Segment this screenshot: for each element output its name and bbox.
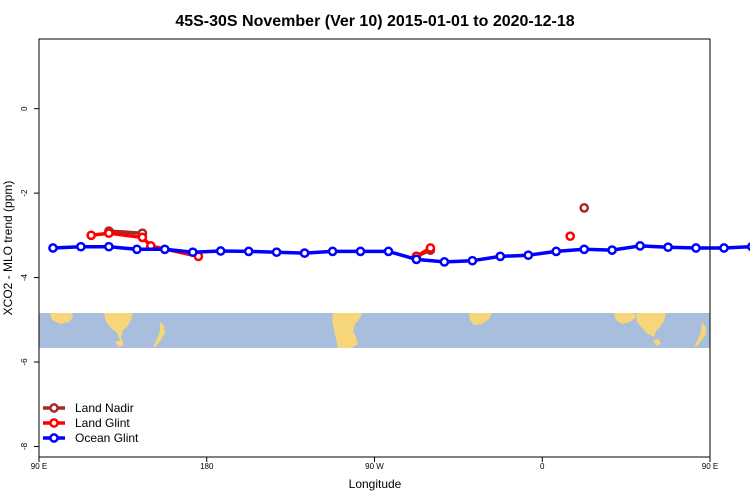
ocean-glint-point xyxy=(411,254,422,265)
ocean-glint-point xyxy=(635,241,645,251)
ocean-glint-point xyxy=(327,246,338,257)
legend-ocean-glint-marker xyxy=(49,433,59,443)
map-land-south-america xyxy=(332,313,362,348)
land-glint-point xyxy=(137,232,148,243)
series-layer xyxy=(48,203,750,267)
ocean-glint-point xyxy=(607,245,617,255)
ocean-glint-point xyxy=(355,246,366,257)
ocean-glint-point xyxy=(132,244,142,255)
map-land-south-africa xyxy=(469,313,492,325)
legend-ocean-glint-label: Ocean Glint xyxy=(75,431,139,445)
x-tick-label: 90 E xyxy=(702,462,718,471)
y-tick-label: 0 xyxy=(20,106,29,111)
y-tick-label: -2 xyxy=(20,189,29,197)
land-glint-point xyxy=(425,243,436,253)
ocean-glint-point xyxy=(719,243,729,253)
ocean-glint-point xyxy=(104,241,114,252)
ocean-glint-point xyxy=(299,248,310,258)
ocean-glint-point xyxy=(439,257,450,267)
legend-land-glint-marker xyxy=(49,418,59,428)
x-tick-label: 90 W xyxy=(365,462,384,471)
land-nadir-point xyxy=(579,203,590,213)
land-nadir-line xyxy=(107,229,145,235)
map-land-new-zealand-2 xyxy=(694,322,706,347)
ocean-glint-point xyxy=(523,250,534,261)
ocean-glint-point xyxy=(663,242,673,253)
chart-title: 45S-30S November (Ver 10) 2015-01-01 to … xyxy=(175,13,574,30)
map-band xyxy=(39,313,710,348)
map-land-australia-east xyxy=(104,313,133,345)
map-land-australia-west-2 xyxy=(614,313,636,324)
ocean-glint-point xyxy=(579,244,590,255)
ocean-glint-point xyxy=(495,251,506,262)
land-glint-point xyxy=(104,228,114,239)
map-land-australia-west xyxy=(50,313,73,324)
map-land-tasmania xyxy=(115,340,124,347)
legend-land-nadir-marker xyxy=(49,403,59,413)
ocean-glint-point xyxy=(467,255,478,266)
map-ocean xyxy=(39,313,710,348)
y-tick-label: -6 xyxy=(20,358,29,366)
ocean-glint-point xyxy=(187,247,198,258)
x-tick-label: 0 xyxy=(540,462,545,471)
ocean-glint-point xyxy=(76,241,86,252)
ocean-glint-point xyxy=(271,247,282,258)
x-axis-label: Longitude xyxy=(349,477,402,491)
y-tick-label: -8 xyxy=(20,442,29,450)
x-tick-label: 180 xyxy=(200,462,214,471)
ocean-glint-point xyxy=(215,246,226,256)
ocean-glint-point xyxy=(243,246,254,257)
map-land-tasmania-2 xyxy=(653,339,661,346)
legend-land-nadir-label: Land Nadir xyxy=(75,401,134,415)
ocean-glint-point xyxy=(691,243,701,253)
land-glint-point xyxy=(565,231,576,242)
ocean-glint-point xyxy=(159,244,170,255)
x-axis: 90 E 180 90 W 0 90 E xyxy=(31,456,718,471)
ocean-glint-point xyxy=(48,243,58,253)
ocean-glint-line xyxy=(51,244,750,264)
ocean-glint-point xyxy=(383,246,394,257)
ocean-glint-point xyxy=(551,246,562,257)
land-glint-point xyxy=(86,230,97,241)
y-axis-label: XCO2 - MLO trend (ppm) xyxy=(1,181,15,316)
map-land-new-zealand xyxy=(153,322,165,347)
x-tick-label: 90 E xyxy=(31,462,47,471)
map-land-australia-east-2 xyxy=(636,313,666,337)
y-axis: 0 -2 -4 -6 -8 xyxy=(20,106,40,450)
legend-land-glint-label: Land Glint xyxy=(75,416,130,430)
y-tick-label: -4 xyxy=(20,273,29,281)
